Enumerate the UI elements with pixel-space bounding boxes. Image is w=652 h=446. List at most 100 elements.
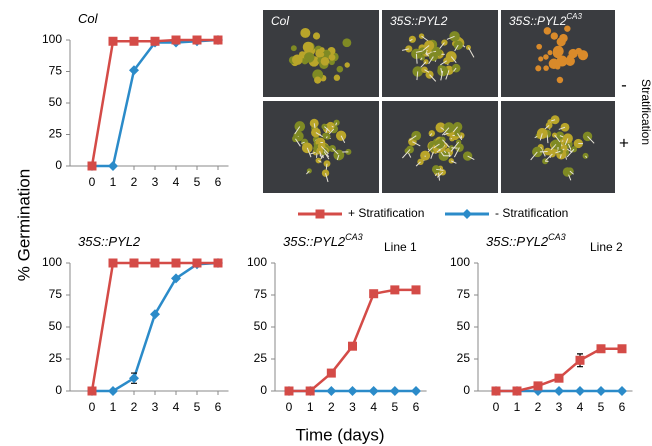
chart-title-sup: CA3: [345, 232, 363, 242]
marker: [597, 344, 606, 353]
photo-column-label: Col: [271, 14, 289, 28]
marker: [151, 259, 160, 268]
x-tick-label: 0: [89, 175, 96, 189]
marker: [193, 36, 202, 45]
x-tick-label: 4: [173, 175, 180, 189]
y-tick-label: 50: [254, 319, 268, 333]
legend-label: - Stratification: [495, 206, 568, 220]
x-tick-label: 2: [328, 400, 335, 414]
x-tick-label: 0: [286, 400, 293, 414]
seedling: [321, 57, 330, 66]
marker: [348, 386, 358, 396]
marker: [327, 369, 336, 378]
seedling: [304, 52, 314, 62]
x-tick-label: 4: [577, 400, 584, 414]
y-tick-label: 50: [49, 95, 63, 109]
seedling: [553, 49, 561, 57]
marker: [369, 289, 378, 298]
y-tick-label: 0: [55, 383, 62, 397]
figure: % Germination Time (days) Col35S::PYL235…: [0, 0, 652, 446]
chart-title: 35S::PYL2CA3: [283, 232, 363, 249]
y-tick-label: 25: [49, 127, 63, 141]
seedling: [583, 153, 589, 159]
chart-title-sup: CA3: [548, 232, 566, 242]
chart-title: Col: [78, 11, 99, 26]
seedling: [543, 65, 549, 71]
marker: [596, 386, 606, 396]
marker: [108, 161, 118, 171]
seedling: [559, 34, 568, 43]
seedling: [342, 38, 351, 47]
seedling: [420, 151, 430, 161]
series-line: [92, 40, 218, 166]
marker: [575, 386, 585, 396]
x-tick-label: 0: [493, 400, 500, 414]
y-tick-label: 100: [42, 255, 62, 269]
y-tick-label: 50: [49, 319, 63, 333]
x-tick-label: 3: [349, 400, 356, 414]
series-line: [289, 290, 416, 391]
marker: [390, 285, 399, 294]
chart-subtitle: Line 2: [590, 240, 623, 254]
seedling: [313, 32, 320, 39]
marker: [390, 386, 400, 396]
y-tick-label: 25: [457, 351, 471, 365]
y-tick-label: 75: [49, 64, 63, 78]
page: {"chart_data": [ {"type": "line", "title…: [0, 0, 652, 446]
y-tick-label: 0: [463, 383, 470, 397]
chart-title-main: 35S::PYL2: [283, 234, 346, 249]
chart-title: 35S::PYL2CA3: [486, 232, 566, 249]
x-tick-label: 6: [215, 175, 222, 189]
marker: [348, 342, 357, 351]
chart-subtitle: Line 1: [384, 240, 417, 254]
legend-marker: [462, 209, 472, 219]
marker: [326, 386, 336, 396]
photo-panel: Col35S::PYL235S::PYL2CA3: [263, 10, 615, 193]
seedling: [551, 32, 558, 39]
x-tick-label: 5: [598, 400, 605, 414]
marker: [285, 387, 294, 396]
marker: [411, 386, 421, 396]
marker: [151, 37, 160, 46]
seedling: [409, 36, 416, 43]
seedling: [537, 128, 548, 139]
seedling: [578, 50, 588, 60]
photo-label-main: 35S::PYL2: [509, 14, 567, 28]
y-tick-label: 75: [49, 287, 63, 301]
marker: [214, 259, 223, 268]
x-tick-label: 0: [89, 400, 96, 414]
seedling: [334, 75, 340, 81]
row-label: -: [621, 75, 627, 94]
series-line: [92, 263, 218, 391]
marker: [130, 259, 139, 268]
seedling: [544, 27, 551, 34]
seedling: [538, 56, 543, 61]
photo-label-main: 35S::PYL2: [390, 14, 448, 28]
y-tick-label: 75: [457, 287, 471, 301]
x-tick-label: 3: [152, 175, 159, 189]
photo-column-label: 35S::PYL2: [390, 14, 448, 28]
legend-marker: [316, 210, 325, 219]
chart-title-main: 35S::PYL2: [486, 234, 549, 249]
x-tick-label: 2: [131, 175, 138, 189]
seedling: [302, 142, 313, 153]
series-line: [496, 349, 622, 391]
seedling: [337, 66, 344, 73]
seedling: [292, 54, 303, 65]
marker: [534, 381, 543, 390]
seedling: [405, 45, 412, 52]
seedling: [411, 131, 421, 141]
y-tick-label: 0: [260, 383, 267, 397]
marker: [555, 374, 564, 383]
marker: [412, 285, 421, 294]
photo-label-main: Col: [271, 14, 289, 28]
x-tick-label: 2: [131, 400, 138, 414]
marker: [369, 386, 379, 396]
x-tick-label: 5: [194, 175, 201, 189]
marker: [109, 259, 118, 268]
x-tick-label: 4: [173, 400, 180, 414]
y-tick-label: 100: [450, 255, 470, 269]
marker: [576, 356, 585, 365]
x-tick-label: 1: [307, 400, 314, 414]
x-tick-label: 1: [110, 175, 117, 189]
